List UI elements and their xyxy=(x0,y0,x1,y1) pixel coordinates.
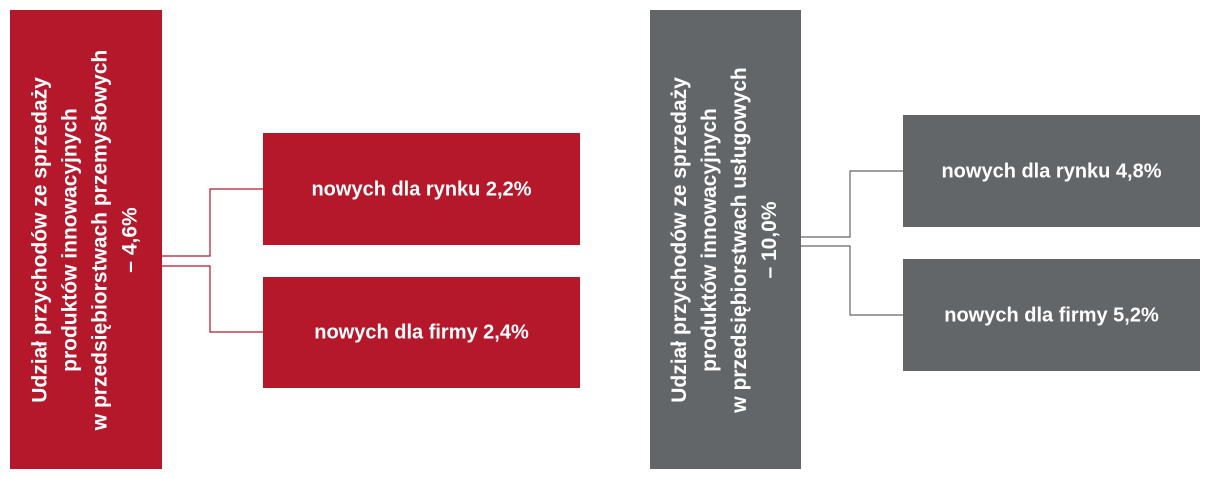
connector xyxy=(162,188,263,333)
main-label: Udział przychodów ze sprzedaży xyxy=(668,77,691,403)
main-label: – 4,6% xyxy=(119,207,142,273)
child-box xyxy=(263,277,580,388)
child-label: nowych dla firmy 2,4% xyxy=(314,321,529,343)
connector xyxy=(801,170,903,316)
child-label: nowych dla rynku 4,8% xyxy=(941,160,1161,182)
main-label: produktów innowacyjnych xyxy=(59,108,82,372)
main-label: Udział przychodów ze sprzedaży xyxy=(29,77,52,403)
main-box xyxy=(650,10,801,469)
child-box xyxy=(903,115,1200,227)
child-label: nowych dla rynku 2,2% xyxy=(311,178,531,200)
main-label: w przedsiębiorstwach przemysłowych xyxy=(89,50,112,431)
main-label: w przedsiębiorstwach usługowych xyxy=(728,67,751,413)
child-box xyxy=(263,133,580,245)
child-box xyxy=(903,259,1200,371)
main-box xyxy=(10,10,162,469)
main-label: – 10,0% xyxy=(758,201,781,278)
child-label: nowych dla firmy 5,2% xyxy=(944,304,1159,326)
main-label: produktów innowacyjnych xyxy=(698,108,721,372)
